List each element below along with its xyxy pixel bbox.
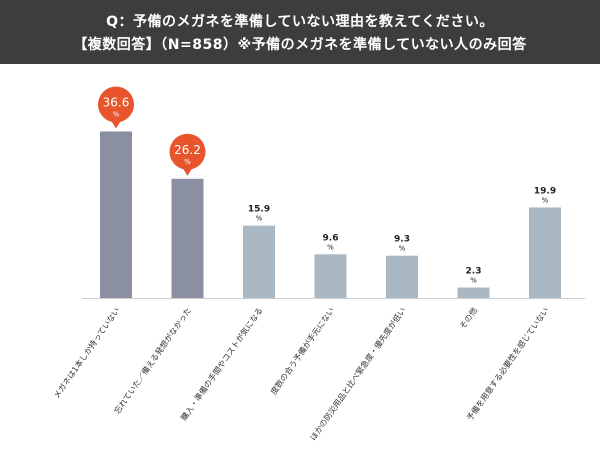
category-label: メガネは1本しか持っていない	[51, 305, 122, 400]
bar	[171, 178, 204, 298]
data-label-unit: %	[184, 158, 191, 166]
bar	[457, 287, 490, 298]
question-title: Q：予備のメガネを準備していない理由を教えてください。	[106, 14, 494, 30]
data-label: 26.2	[174, 143, 201, 157]
category-label: 購入・準備の手間やコストが気になる	[178, 305, 264, 422]
data-label-unit: %	[470, 277, 477, 285]
data-label: 36.6	[103, 95, 130, 109]
data-label-unit: %	[542, 196, 549, 204]
bar	[100, 131, 132, 298]
category-label: その他	[457, 305, 479, 330]
value-callout	[169, 133, 206, 170]
value-callout-pointer	[111, 120, 121, 129]
question-note: 【複数回答】（N=858）※予備のメガネを準備していない人のみ回答	[73, 37, 527, 53]
data-label: 9.6	[323, 233, 339, 243]
data-label-unit: %	[113, 110, 120, 118]
data-label: 2.3	[466, 267, 482, 277]
bar	[314, 254, 347, 298]
category-label: 忘れていた／備える発想がなかった	[112, 305, 193, 415]
header-banner: Q：予備のメガネを準備していない理由を教えてください。 【複数回答】（N=858…	[0, 0, 600, 64]
data-label: 9.3	[394, 235, 410, 245]
bar	[386, 255, 418, 298]
data-label-unit: %	[256, 215, 263, 223]
data-label: 15.9	[248, 205, 270, 215]
category-label: 予備を用意する必要性を感じていない	[464, 305, 550, 422]
value-callout-pointer	[182, 167, 193, 176]
bar-chart: 36.6% メガネは1本しか持っていない 26.2% 忘れていた／備える発想がなかった…	[51, 86, 585, 442]
category-label: 度数の合う予備が手元にない	[268, 305, 336, 396]
data-label-unit: %	[327, 243, 334, 251]
data-label-unit: %	[399, 245, 406, 253]
bar	[243, 225, 275, 298]
value-callout	[98, 86, 134, 123]
bar	[529, 207, 561, 298]
data-label: 19.9	[534, 186, 556, 196]
